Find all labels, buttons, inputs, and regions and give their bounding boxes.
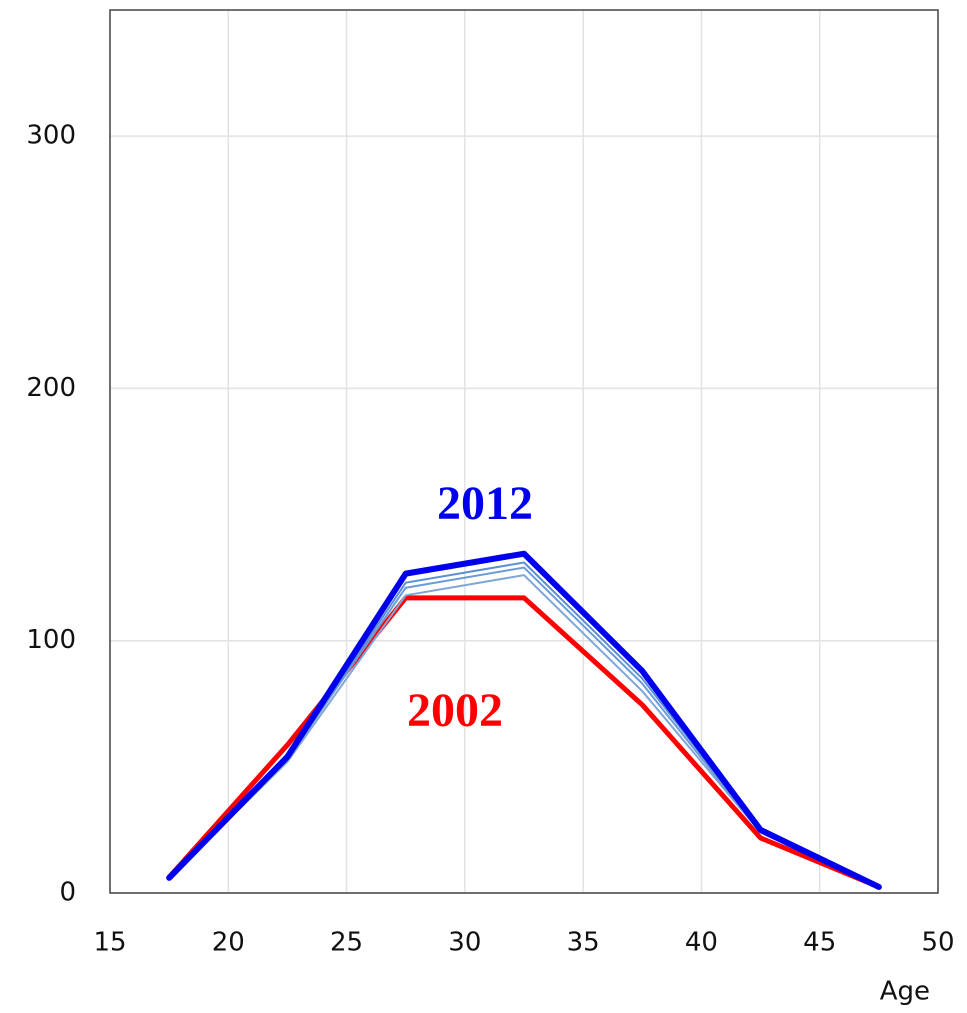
series-label: 2002 — [407, 684, 503, 737]
x-tick-label: 20 — [212, 928, 245, 958]
x-tick-label: 15 — [93, 928, 126, 958]
x-tick-label: 30 — [448, 928, 481, 958]
x-tick-label: 25 — [330, 928, 363, 958]
y-tick-label: 100 — [26, 625, 76, 655]
x-tick-label: 40 — [685, 928, 718, 958]
y-tick-label: 0 — [59, 878, 76, 908]
series-label: 2012 — [437, 477, 533, 530]
series-line — [166, 550, 882, 890]
series-line — [166, 595, 882, 890]
y-tick-label: 200 — [26, 373, 76, 403]
plot-frame — [109, 9, 939, 894]
x-tick-label: 50 — [921, 928, 954, 958]
x-tick-label: 45 — [803, 928, 836, 958]
y-tick-label: 300 — [26, 121, 76, 151]
series-line — [168, 574, 880, 888]
series-line — [168, 566, 880, 888]
x-tick-label: 35 — [567, 928, 600, 958]
x-axis-label: Age — [880, 977, 930, 1007]
